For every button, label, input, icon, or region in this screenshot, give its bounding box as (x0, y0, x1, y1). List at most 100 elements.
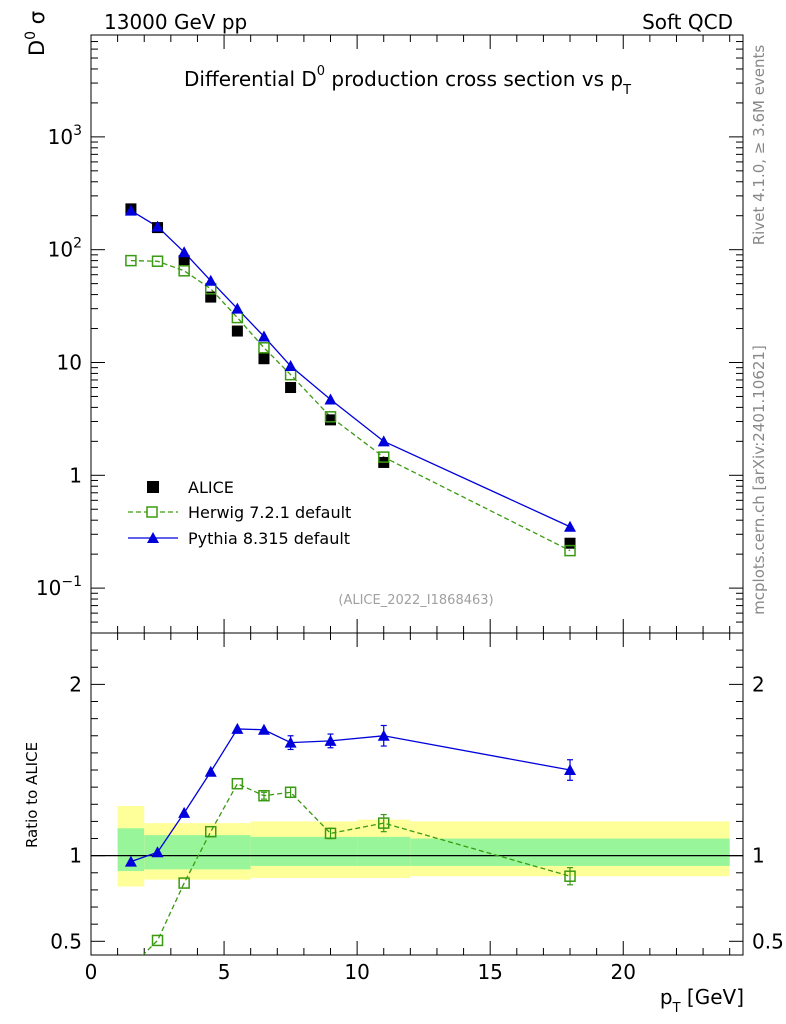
legend-pythia-marker (147, 532, 159, 543)
rivet-label: Rivet 4.1.0, ≥ 3.6M events (750, 45, 768, 246)
analysis-tag: (ALICE_2022_I1868463) (338, 593, 493, 608)
tick-base: 10 (48, 125, 73, 149)
ratio-pythia-point (178, 806, 191, 818)
alice-point (325, 414, 337, 426)
tick-exponent: −1 (61, 574, 82, 590)
alice-point (178, 255, 190, 267)
pythia-line (130, 210, 571, 528)
ratio-pythia-point (564, 764, 577, 776)
header-left: 13000 GeV pp (104, 10, 247, 34)
ratio-y-tick-label-left: 0.5 (50, 929, 82, 953)
main-axis-ticks (90, 34, 743, 634)
main-y-tick-label: 10−1 (36, 574, 82, 600)
alice-point (231, 325, 243, 337)
tick-base: 10 (48, 238, 73, 262)
ratio-series-clipped (124, 722, 577, 972)
ratio-herwig-point (258, 789, 270, 802)
pythia-point (377, 435, 390, 447)
ratio-band-inner (357, 836, 411, 866)
legend-alice-marker (147, 481, 159, 493)
ratio-pythia-point (324, 734, 337, 746)
ratio-herwig-point (205, 825, 217, 838)
main-series (124, 203, 577, 557)
legend-herwig-marker (146, 506, 158, 518)
x-tick-label: 15 (477, 960, 502, 984)
header-right: Soft QCD (642, 10, 733, 34)
legend-pythia-label: Pythia 8.315 default (188, 529, 350, 548)
ratio-y-axis-label: Ratio to ALICE (23, 742, 41, 848)
ratio-band-inner (410, 838, 730, 866)
legend-herwig-label: Herwig 7.2.1 default (188, 503, 351, 522)
alice-point (285, 382, 297, 394)
ratio-series (124, 722, 577, 972)
ratio-pythia-point (204, 765, 217, 777)
ratio-herwig-point (284, 786, 297, 799)
ratio-pythia-point (231, 722, 244, 734)
ratio-tick-labels: 0.5 0.51 12 20 5 10 15 20 (50, 672, 784, 984)
tick-exponent: 2 (73, 236, 82, 252)
ratio-pythia-point (257, 723, 270, 735)
ratio-herwig-point (564, 870, 576, 882)
ratio-y-tick-label-right: 2 (752, 672, 765, 696)
pythia-point (257, 330, 270, 342)
ratio-panel-frame (90, 632, 744, 956)
alice-point (205, 291, 217, 303)
pythia-point (284, 360, 297, 372)
main-y-tick-label: 1 (69, 463, 82, 487)
herwig-point (151, 255, 164, 267)
mcplots-label: mcplots.cern.ch [arXiv:2401.10621] (750, 345, 768, 615)
ratio-herwig-line (142, 782, 571, 955)
herwig-point (258, 342, 270, 354)
ratio-pythia-line (130, 728, 571, 863)
herwig-point (324, 411, 337, 423)
ratio-herwig-point (231, 777, 244, 790)
herwig-point (178, 265, 190, 277)
ratio-axis-ticks (90, 633, 743, 955)
ratio-y-tick-label-right: 0.5 (752, 929, 784, 953)
ratio-panel: 0.5 0.51 12 20 5 10 15 20 Ratio to ALICE pT [Ge… (23, 632, 784, 1016)
ratio-band-inner (144, 835, 251, 870)
ratio-y-tick-label-left: 2 (69, 672, 82, 696)
pythia-point (151, 220, 164, 232)
tick-base: 10 (36, 576, 61, 600)
ratio-herwig-point (377, 817, 390, 829)
ratio-herwig-point (178, 877, 190, 889)
ratio-herwig-point (324, 827, 337, 840)
x-tick-label: 10 (344, 960, 369, 984)
alice-point (564, 537, 576, 549)
legend: ALICE Herwig 7.2.1 default Pythia 8.315 … (128, 478, 351, 548)
pythia-point (204, 274, 217, 286)
ratio-y-tick-label-right: 1 (752, 844, 765, 868)
pythia-point (124, 204, 137, 216)
ratio-bands (91, 805, 743, 887)
x-tick-label: 20 (611, 960, 636, 984)
main-y-tick-label: 10 (57, 350, 82, 374)
x-tick-label: 5 (218, 960, 231, 984)
herwig-point (125, 254, 137, 267)
pythia-point (178, 246, 191, 258)
ratio-pythia-point (124, 855, 137, 867)
herwig-point (564, 544, 576, 557)
main-y-axis-label: D0 σ (23, 11, 49, 56)
main-y-tick-label: 102 (48, 236, 82, 262)
ratio-herwig-point (151, 934, 164, 947)
pythia-point (324, 393, 337, 405)
pythia-point (231, 302, 244, 314)
ratio-y-tick-label-left: 1 (69, 844, 82, 868)
chart-title: Differential D0 production cross section… (184, 64, 631, 98)
alice-point (258, 353, 270, 365)
herwig-point (377, 451, 390, 463)
legend-alice-label: ALICE (188, 478, 234, 497)
tick-exponent: 3 (73, 123, 82, 139)
main-y-tick-label: 103 (48, 123, 82, 149)
x-tick-label: 0 (85, 960, 98, 984)
ratio-band-inner (250, 836, 358, 866)
pythia-point (564, 520, 577, 532)
x-axis-label: pT [GeV] (660, 985, 744, 1016)
ratio-pythia-point (377, 729, 390, 741)
ratio-pythia-point (284, 736, 297, 748)
ratio-herwig-point (126, 962, 136, 972)
